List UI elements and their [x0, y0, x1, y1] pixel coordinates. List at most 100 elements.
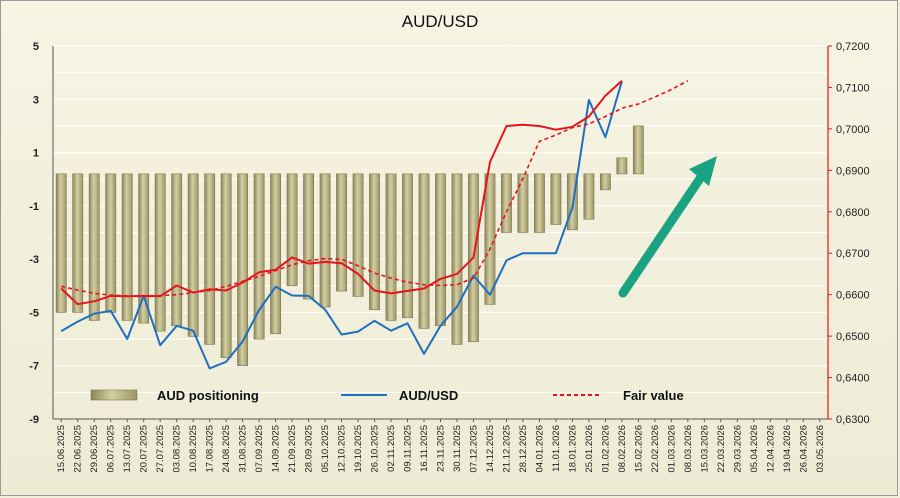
- positioning-bar: [220, 173, 232, 359]
- x-tick-label: 14.09.2025: [271, 425, 282, 473]
- x-tick-label: 01.03.2026: [666, 425, 677, 473]
- positioning-bar: [632, 125, 644, 175]
- x-tick-label: 05.04.2026: [749, 425, 760, 473]
- positioning-bar: [352, 173, 364, 297]
- right-tick-label: 0,6300: [836, 414, 870, 426]
- x-tick-label: 31.08.2025: [238, 425, 249, 473]
- up-trend-arrow-icon: [618, 156, 717, 298]
- x-tick-label: 26.04.2026: [798, 425, 809, 473]
- positioning-bar: [138, 173, 150, 324]
- x-tick-label: 11.01.2026: [551, 425, 562, 472]
- positioning-bar: [105, 173, 117, 313]
- positioning-bar: [319, 173, 331, 308]
- x-tick-label: 21.12.2025: [501, 425, 512, 473]
- legend: AUD positioning AUD/USD Fair value: [90, 388, 684, 403]
- right-tick-label: 0,6700: [836, 248, 870, 260]
- positioning-bar: [253, 173, 265, 340]
- legend-label: AUD positioning: [157, 388, 259, 403]
- positioning-bar: [204, 173, 216, 345]
- x-tick-label: 19.04.2026: [782, 425, 793, 473]
- right-tick-label: 0,6400: [836, 373, 870, 385]
- fair-value-trend-line: [61, 80, 689, 298]
- x-tick-label: 02.11.2025: [386, 425, 397, 472]
- left-tick-label: 1: [33, 148, 39, 160]
- positioning-bar: [154, 173, 166, 332]
- series-lines: [60, 80, 689, 370]
- x-tick-label: 22.06.2025: [73, 425, 84, 473]
- arrow-head: [689, 156, 717, 186]
- legend-swatch-positioning: [90, 389, 138, 401]
- positioning-bar: [616, 157, 628, 175]
- right-tick-label: 0,6600: [836, 290, 870, 302]
- positioning-bar: [451, 173, 463, 345]
- legend-label: AUD/USD: [399, 388, 458, 403]
- x-tick-label: 10.08.2025: [188, 425, 199, 473]
- x-tick-label: 07.09.2025: [254, 425, 265, 473]
- x-tick-label: 27.07.2025: [155, 425, 166, 473]
- positioning-bar: [484, 173, 496, 305]
- x-tick-label: 28.12.2025: [518, 425, 529, 473]
- x-tick-label: 17.08.2025: [205, 425, 216, 473]
- aud-usd-line: [60, 80, 623, 370]
- x-tick-label: 07.12.2025: [468, 425, 479, 473]
- positioning-bar: [303, 173, 314, 300]
- x-tick-label: 16.11.2025: [419, 425, 430, 472]
- right-tick-label: 0,7000: [836, 124, 870, 136]
- x-tick-label: 13.07.2025: [122, 425, 133, 473]
- positioning-bar: [583, 173, 595, 220]
- x-tick-label: 18.01.2026: [567, 425, 578, 473]
- positioning-bar: [88, 173, 100, 321]
- x-tick-label: 21.09.2025: [287, 425, 298, 473]
- x-tick-label: 24.08.2025: [221, 425, 232, 473]
- x-tick-label: 26.10.2025: [370, 425, 381, 473]
- positioning-bar: [418, 173, 430, 329]
- right-tick-label: 0,6900: [836, 165, 870, 177]
- positioning-bar: [435, 173, 446, 327]
- right-tick-label: 0,6500: [836, 331, 870, 343]
- arrow-shaft: [618, 172, 706, 298]
- positioning-bar: [270, 173, 282, 335]
- x-tick-label: 03.08.2025: [172, 425, 183, 473]
- x-tick-label: 20.07.2025: [139, 425, 150, 473]
- positioning-bar: [336, 173, 347, 292]
- chart-title: AUD/USD: [402, 12, 479, 31]
- x-tick-label: 29.03.2026: [732, 425, 743, 473]
- left-tick-label: -7: [29, 361, 39, 373]
- x-tick-label: 29.06.2025: [89, 425, 100, 473]
- positioning-bar: [237, 173, 249, 367]
- positioning-bar: [171, 173, 183, 327]
- x-tick-label: 14.12.2025: [485, 425, 496, 473]
- x-tick-label: 12.04.2026: [765, 425, 776, 473]
- x-tick-label: 15.03.2026: [699, 425, 710, 473]
- right-tick-label: 0,7100: [836, 82, 870, 94]
- x-tick-label: 25.01.2026: [584, 425, 595, 473]
- x-tick-label: 04.01.2026: [534, 425, 545, 473]
- positioning-bar: [385, 173, 397, 321]
- left-tick-label: -1: [29, 201, 39, 213]
- x-tick-label: 08.02.2026: [617, 425, 628, 473]
- left-tick-label: -5: [29, 307, 39, 319]
- positioning-bar: [72, 173, 84, 313]
- positioning-bar: [55, 173, 67, 313]
- positioning-bar: [369, 173, 380, 311]
- x-tick-label: 23.11.2025: [436, 425, 447, 472]
- x-tick-label: 15.06.2025: [56, 425, 67, 473]
- x-tick-label: 12.10.2025: [337, 425, 348, 473]
- x-tick-label: 15.02.2026: [633, 425, 644, 473]
- x-tick-label: 05.10.2025: [320, 425, 331, 473]
- x-tick-label: 22.02.2026: [650, 425, 661, 473]
- positioning-bar: [121, 173, 133, 321]
- positioning-bar: [286, 173, 298, 287]
- right-tick-label: 0,7200: [836, 41, 870, 53]
- positioning-bar: [402, 173, 413, 319]
- x-tick-label: 19.10.2025: [353, 425, 364, 473]
- x-tick-label: 28.09.2025: [304, 425, 315, 473]
- left-tick-label: -9: [29, 414, 39, 426]
- left-tick-label: 3: [33, 94, 39, 106]
- left-tick-label: -3: [29, 254, 39, 266]
- x-tick-label: 03.05.2026: [815, 425, 826, 473]
- right-tick-label: 0,6800: [836, 207, 870, 219]
- x-tick-label: 09.11.2025: [403, 425, 414, 472]
